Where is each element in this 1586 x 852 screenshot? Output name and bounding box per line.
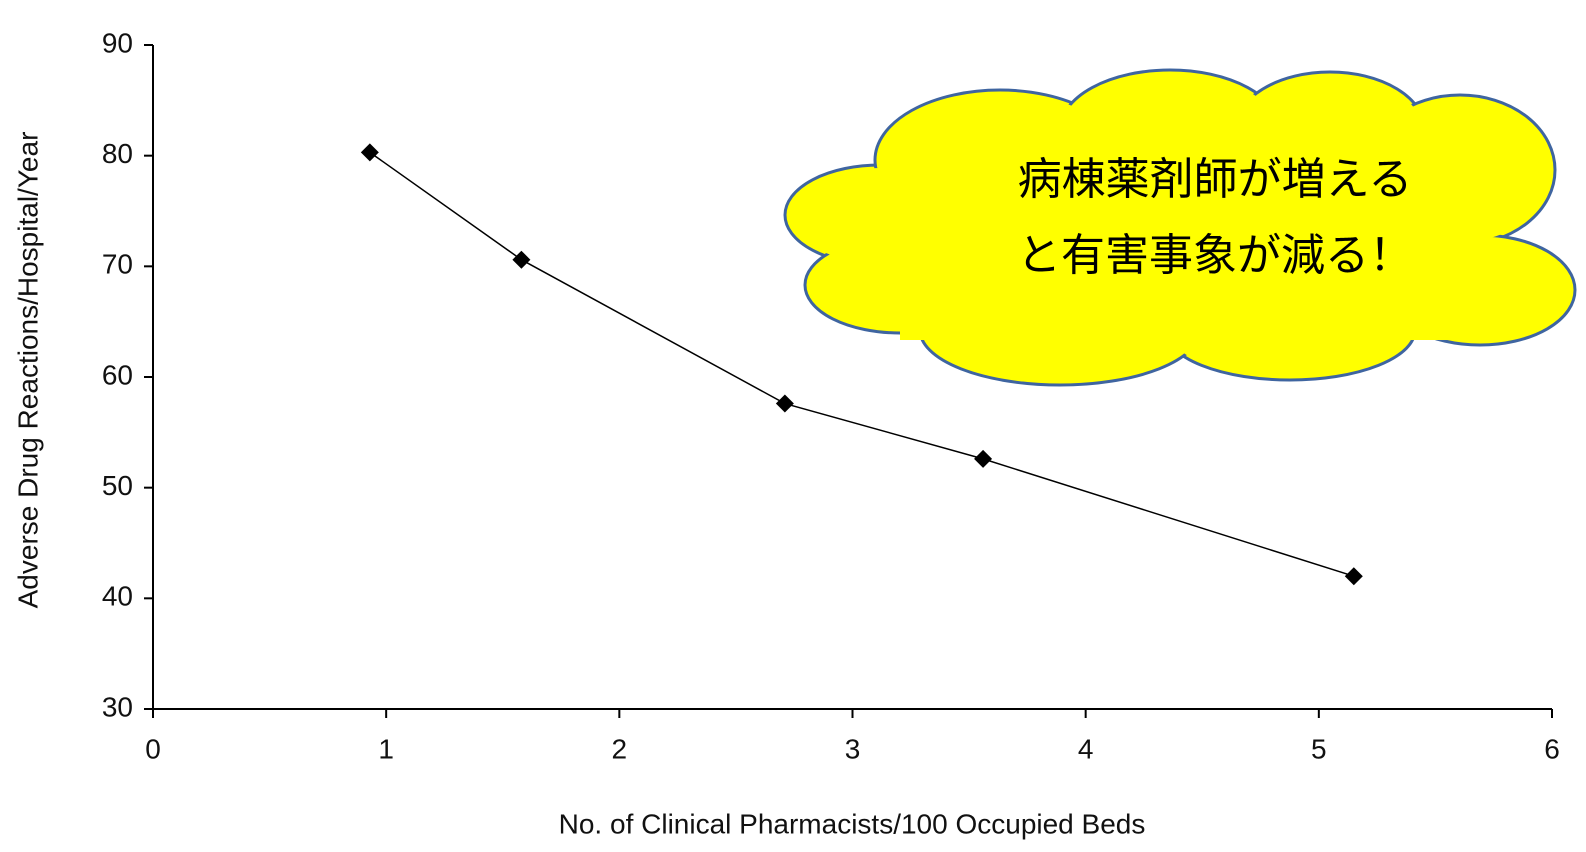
x-tick-label: 1 [378, 733, 394, 764]
annotation: 病棟薬剤師が増える [1018, 154, 1413, 205]
y-tick-label: 50 [102, 470, 133, 501]
data-point [974, 450, 992, 468]
annotation: と有害事象が減る！ [1017, 230, 1413, 281]
x-axis-label: No. of Clinical Pharmacists/100 Occupied… [559, 808, 1146, 839]
y-axis-label: Adverse Drug Reactions/Hospital/Year [12, 132, 43, 609]
x-tick-label: 6 [1544, 733, 1560, 764]
callout-cloud [785, 70, 1575, 385]
y-tick-label: 90 [102, 27, 133, 58]
data-point [1345, 567, 1363, 585]
y-tick-label: 60 [102, 359, 133, 390]
data-point [361, 143, 379, 161]
x-tick-label: 3 [845, 733, 861, 764]
y-tick-label: 40 [102, 581, 133, 612]
data-point [776, 395, 794, 413]
x-tick-label: 5 [1311, 733, 1327, 764]
x-tick-label: 0 [145, 733, 161, 764]
y-tick-label: 70 [102, 249, 133, 280]
y-tick-label: 80 [102, 138, 133, 169]
y-tick-label: 30 [102, 691, 133, 722]
chart: No. of Clinical Pharmacists/100 Occupied… [0, 0, 1586, 852]
x-tick-label: 2 [612, 733, 628, 764]
data-point [512, 251, 530, 269]
x-tick-label: 4 [1078, 733, 1094, 764]
